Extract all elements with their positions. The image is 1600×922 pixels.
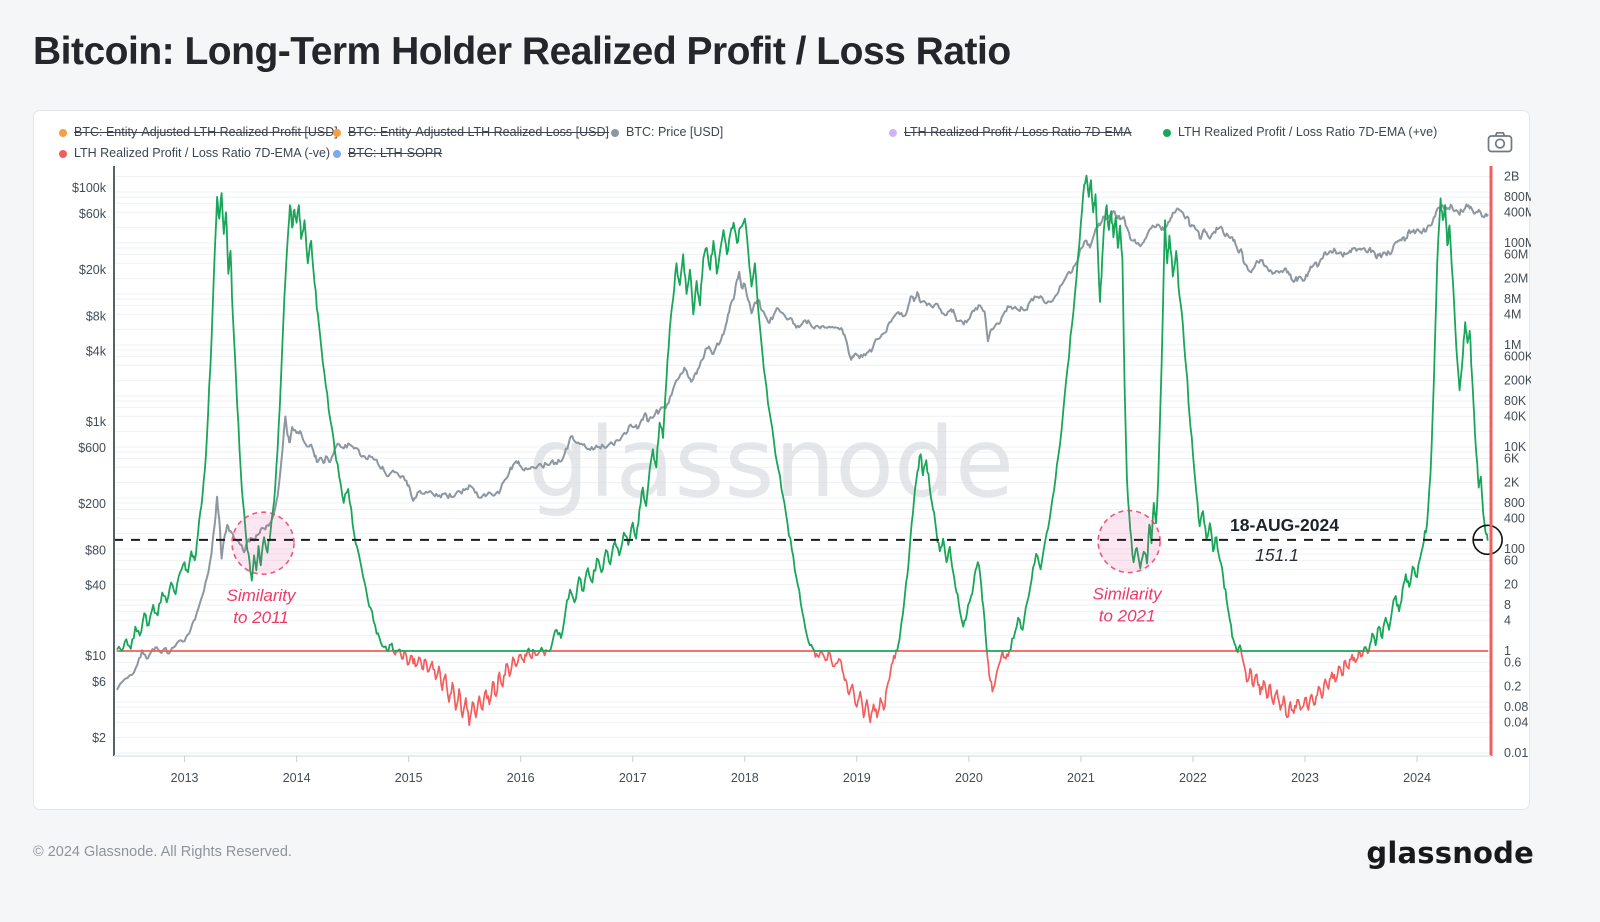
legend-label: LTH Realized Profit / Loss Ratio 7D-EMA (904, 125, 1132, 139)
y-right-tick: 100 (1504, 542, 1525, 556)
legend-label: BTC: LTH-SOPR (348, 146, 443, 160)
y-left-tick: $100k (72, 181, 107, 195)
camera-icon (1487, 131, 1513, 153)
y-right-tick: 800 (1504, 496, 1525, 510)
y-right-tick: 2B (1504, 170, 1519, 184)
x-year-tick: 2019 (843, 771, 871, 785)
y-right-tick: 60 (1504, 553, 1518, 567)
legend-label: BTC: Entity-Adjusted LTH Realized Profit… (74, 125, 338, 139)
y-right-tick: 0.01 (1504, 746, 1528, 760)
lth-ratio-negative-line (116, 650, 1489, 727)
y-left-tick: $6 (92, 675, 106, 689)
x-year-tick: 2014 (283, 771, 311, 785)
legend-item-6[interactable]: BTC: LTH-SOPR (333, 146, 442, 161)
legend-item-4[interactable]: LTH Realized Profit / Loss Ratio 7D-EMA … (1163, 125, 1437, 140)
y-right-tick: 0.2 (1504, 680, 1521, 694)
y-left-tick: $10 (85, 649, 106, 663)
y-right-tick: 400 (1504, 511, 1525, 525)
legend-dot (333, 128, 341, 137)
y-right-tick: 8M (1504, 292, 1521, 306)
legend-item-5[interactable]: LTH Realized Profit / Loss Ratio 7D-EMA … (59, 146, 330, 161)
y-right-tick: 100M (1504, 236, 1531, 250)
legend-item-2[interactable]: BTC: Price [USD] (611, 125, 723, 140)
glassnode-logo: glassnode (1366, 836, 1534, 870)
last-point-value-label: 151.1 (1255, 545, 1299, 565)
x-year-tick: 2021 (1067, 771, 1095, 785)
y-left-tick: $40 (85, 579, 106, 593)
y-right-tick: 20M (1504, 272, 1528, 286)
y-right-tick: 8 (1504, 598, 1511, 612)
x-year-tick: 2017 (619, 771, 647, 785)
page-title: Bitcoin: Long-Term Holder Realized Profi… (33, 30, 1011, 73)
y-right-tick: 20 (1504, 578, 1518, 592)
similarity-2011-circle (231, 511, 295, 575)
lth-ratio-positive-line (116, 174, 1489, 652)
legend-dot (59, 149, 67, 158)
y-right-tick: 200K (1504, 374, 1531, 388)
y-right-tick: 400M (1504, 205, 1531, 219)
similarity-2021-circle (1097, 509, 1161, 574)
legend-dot (611, 128, 619, 137)
y-right-tick: 600K (1504, 349, 1531, 363)
x-year-tick: 2020 (955, 771, 983, 785)
y-left-tick: $20k (79, 263, 107, 277)
gridlines (114, 176, 1491, 754)
legend-label: BTC: Price [USD] (626, 125, 724, 139)
y-right-tick: 60M (1504, 247, 1528, 261)
last-point-marker-circle (1472, 524, 1503, 556)
y-left-tick: $8k (86, 309, 107, 323)
similarity-2011-label: Similarity (227, 586, 297, 605)
x-year-tick: 2016 (507, 771, 535, 785)
y-left-tick: $2 (92, 731, 106, 745)
y-right-tick: 4 (1504, 613, 1511, 627)
x-year-tick: 2023 (1291, 771, 1319, 785)
y-left-tick: $80 (85, 543, 106, 557)
similarity-2021-label: Similarity (1093, 585, 1163, 604)
chart-card: glassnode Similarity to 2011 Similarity to 2… (33, 110, 1531, 810)
similarity-2011-label: to 2011 (233, 608, 288, 627)
legend-dot (1163, 128, 1171, 137)
x-year-tick: 2013 (171, 771, 199, 785)
similarity-2021-label: to 2021 (1099, 607, 1156, 626)
y-left-tick: $60k (79, 207, 107, 221)
y-right-tick: 40K (1504, 409, 1527, 423)
chart-legend: BTC: Entity-Adjusted LTH Realized Profit… (34, 111, 1529, 171)
y-left-tick: $600 (78, 441, 106, 455)
y-right-tick: 6K (1504, 451, 1520, 465)
legend-item-3[interactable]: LTH Realized Profit / Loss Ratio 7D-EMA (889, 125, 1132, 140)
y-right-tick: 0.08 (1504, 700, 1528, 714)
last-point-date-label: 18-AUG-2024 (1230, 515, 1339, 535)
y-right-tick: 1M (1504, 338, 1521, 352)
y-left-tick: $1k (86, 415, 107, 429)
x-year-tick: 2015 (395, 771, 423, 785)
legend-dot (889, 128, 897, 137)
legend-item-1[interactable]: BTC: Entity-Adjusted LTH Realized Loss [… (333, 125, 609, 140)
screenshot-button[interactable] (1487, 131, 1513, 153)
y-left-tick: $4k (86, 345, 107, 359)
legend-label: LTH Realized Profit / Loss Ratio 7D-EMA … (1178, 125, 1438, 139)
legend-dot (59, 128, 67, 137)
y-right-tick: 800M (1504, 190, 1531, 204)
x-year-tick: 2022 (1179, 771, 1207, 785)
y-right-tick: 80K (1504, 394, 1527, 408)
x-year-tick: 2018 (731, 771, 759, 785)
y-right-tick: 0.6 (1504, 655, 1521, 669)
y-right-tick: 10K (1504, 440, 1527, 454)
y-right-tick: 2K (1504, 476, 1520, 490)
y-right-tick: 0.04 (1504, 715, 1528, 729)
legend-dot (333, 149, 341, 158)
btc-price-line (116, 203, 1489, 691)
y-left-tick: $200 (78, 497, 106, 511)
legend-label: BTC: Entity-Adjusted LTH Realized Loss [… (348, 125, 609, 139)
x-year-tick: 2024 (1403, 771, 1431, 785)
y-right-tick: 4M (1504, 307, 1521, 321)
legend-label: LTH Realized Profit / Loss Ratio 7D-EMA … (74, 146, 331, 160)
footer-copyright: © 2024 Glassnode. All Rights Reserved. (33, 844, 292, 860)
legend-item-0[interactable]: BTC: Entity-Adjusted LTH Realized Profit… (59, 125, 338, 140)
y-right-tick: 1 (1504, 644, 1511, 658)
